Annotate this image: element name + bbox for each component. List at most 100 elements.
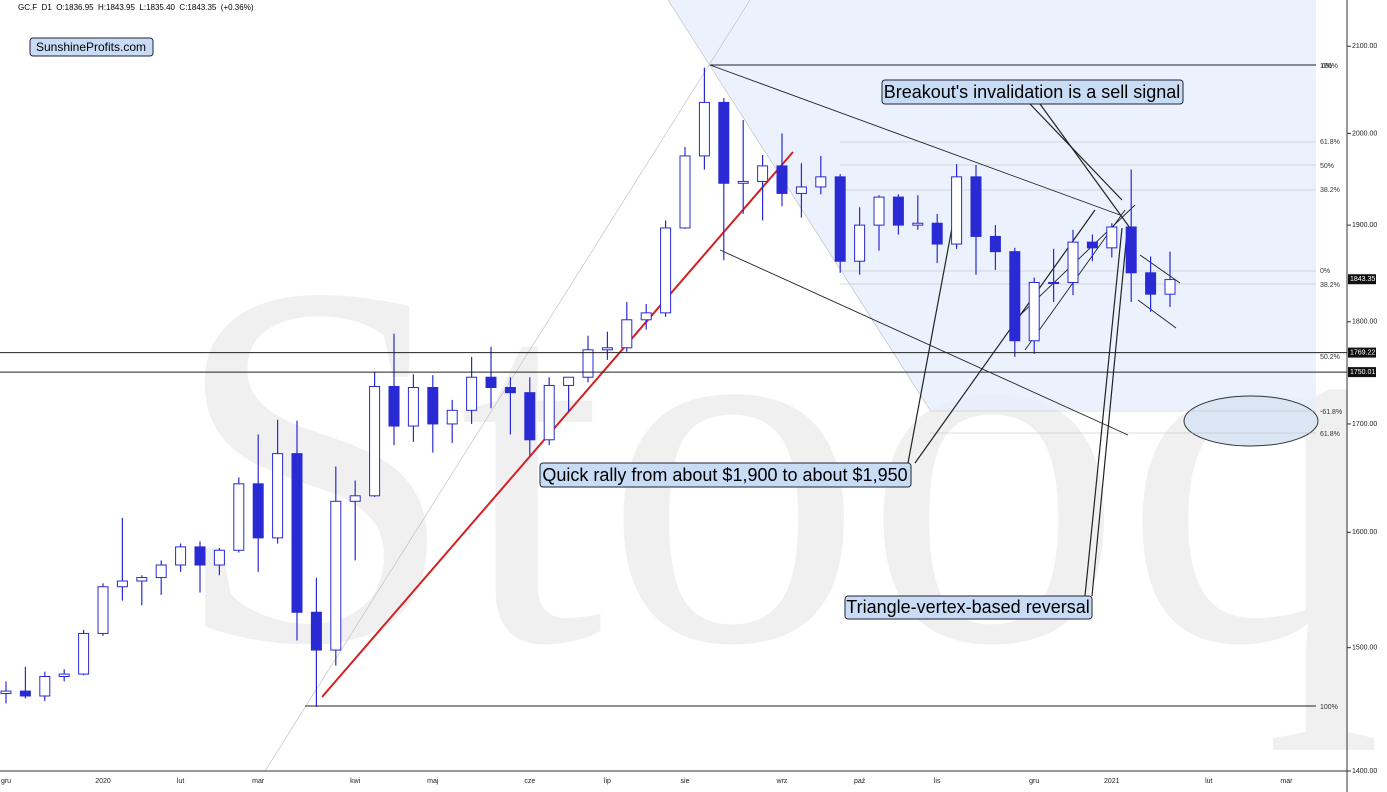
candle-body [1009, 251, 1021, 342]
candle-body [757, 165, 769, 182]
candle-body [427, 387, 439, 425]
x-tick-label: mar [1280, 778, 1293, 785]
candle-body [1125, 226, 1137, 274]
candle-body [136, 577, 148, 582]
candle-body [291, 453, 303, 613]
x-tick-label: maj [427, 778, 439, 785]
candle-body [1028, 281, 1040, 342]
candle-body [155, 564, 167, 579]
candle-body [524, 392, 536, 441]
candle-body [0, 690, 12, 695]
fib-label: -61.8% [1320, 409, 1342, 416]
y-tick-label: 1800.00 [1352, 319, 1377, 326]
candle-body [621, 319, 633, 349]
callout-box [881, 79, 1184, 105]
fib-label: 0% [1320, 268, 1330, 275]
fib-label: 100% [1320, 704, 1338, 711]
fib-label: 61.8% [1320, 431, 1340, 438]
candle-body [563, 376, 575, 386]
y-tick-label: 1500.00 [1352, 645, 1377, 652]
fib-label: 100% [1320, 63, 1338, 70]
fib-label: 50% [1320, 163, 1334, 170]
brand-box [29, 37, 154, 57]
x-tick-label: sie [681, 778, 690, 785]
y-tick-label: 1900.00 [1352, 222, 1377, 229]
candle-body [39, 676, 51, 697]
y-tick-label: 1600.00 [1352, 529, 1377, 536]
x-tick-label: wrz [776, 778, 788, 785]
candle-body [989, 235, 1001, 253]
candle-body [194, 546, 206, 566]
candle-body [737, 180, 749, 184]
candle-body [504, 387, 516, 394]
candle-body [1048, 281, 1060, 284]
level-box [1348, 347, 1376, 358]
candle-body [892, 196, 904, 226]
candle-body [970, 176, 982, 237]
candle-body [1145, 272, 1157, 295]
candle-body [97, 586, 109, 634]
x-tick-label: cze [524, 778, 535, 785]
candle-body [446, 409, 458, 425]
level-box [1348, 274, 1376, 285]
candle-body [873, 196, 885, 226]
y-tick-label: 1700.00 [1352, 421, 1377, 428]
candle-body [388, 385, 400, 427]
candle-body [582, 349, 594, 378]
fib-label: 50.2% [1320, 354, 1340, 361]
candle-body [349, 495, 361, 502]
x-tick-label: paź [854, 778, 866, 785]
candle-body [485, 376, 497, 389]
candle-body [912, 222, 924, 226]
fib-labels: 100% 0% 61.8% 50% 38.2% 0% 38.2% 50.2% -… [1320, 63, 1342, 711]
target-ellipse [1183, 395, 1319, 447]
candle-body [272, 453, 284, 539]
fib-label: 38.2% [1320, 282, 1340, 289]
candle-body [951, 176, 963, 245]
candle-body [369, 385, 381, 497]
trendline-red [321, 151, 794, 698]
candle-body [815, 176, 827, 188]
candle-body [19, 690, 31, 697]
candle-body [78, 632, 90, 675]
candle-body [795, 186, 807, 194]
level-label: 1843.35 [1350, 276, 1375, 283]
candle-body [834, 176, 846, 262]
callout-box [539, 462, 912, 488]
y-tick-label: 1400.00 [1352, 768, 1377, 775]
candle-body [213, 549, 225, 566]
x-tick-label: lis [934, 778, 941, 785]
x-tick-label: 2021 [1104, 778, 1120, 785]
callout-box [844, 595, 1093, 620]
callout: Quick rally from about $1,900 to about $… [542, 465, 907, 485]
x-tick-label: lut [177, 778, 184, 785]
candle-body [698, 101, 710, 157]
candle-body [175, 546, 187, 566]
callout: Triangle-vertex-based reversal [846, 597, 1089, 617]
candle-body [466, 376, 478, 411]
fib-label: 0% [1322, 63, 1332, 70]
x-tick-label: lut [1205, 778, 1212, 785]
candle-body [1164, 279, 1176, 295]
candle-body [116, 580, 128, 588]
candle-body [1067, 241, 1079, 283]
x-tick-label: 2020 [95, 778, 111, 785]
plot [0, 67, 1176, 708]
candle-body [931, 222, 943, 245]
candle-body [776, 165, 788, 194]
level-label: 1769.22 [1350, 349, 1375, 356]
candle-body [718, 101, 730, 184]
fib-label: 38.2% [1320, 187, 1340, 194]
candle-body [660, 227, 672, 314]
callout-pointers [907, 103, 1131, 597]
y-tick-label: 2000.00 [1352, 130, 1377, 137]
candle-body [330, 500, 342, 651]
level-box [1348, 367, 1376, 378]
y-tick-label: 2100.00 [1352, 43, 1377, 50]
callout: Breakout's invalidation is a sell signal [884, 82, 1181, 102]
x-tick-label: gru [1, 778, 11, 785]
x-tick-label: gru [1029, 778, 1039, 785]
candle-body [252, 483, 264, 539]
